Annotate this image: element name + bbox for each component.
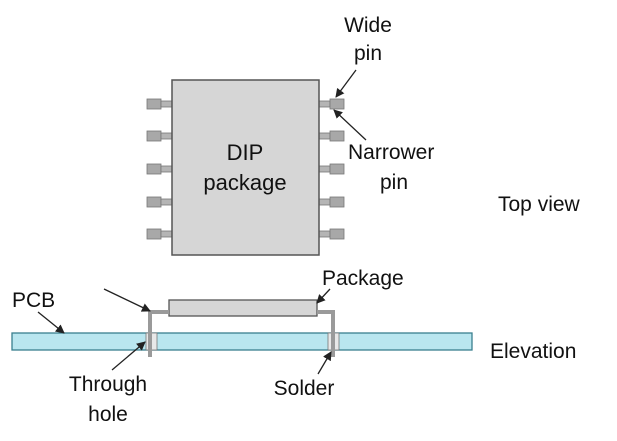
through-hole-label-line1: Through <box>69 373 147 396</box>
pin-left-elevation <box>148 310 169 357</box>
wide-pin-right-3 <box>329 163 345 175</box>
dip-package-body <box>171 79 320 256</box>
pin-bend-arrow <box>103 288 151 312</box>
package-arrow <box>316 288 331 304</box>
solder-label: Solder <box>274 377 335 400</box>
elevation-label: Elevation <box>490 340 576 363</box>
narrow-pin-left-5 <box>160 230 174 238</box>
right-pins <box>317 98 345 240</box>
solder-arrow <box>317 351 332 375</box>
narrow-pin-right-4 <box>317 198 331 206</box>
narrow-pin-left-3 <box>160 165 174 173</box>
package-elevation-body <box>168 299 318 317</box>
narrow-pin-left-2 <box>160 132 174 140</box>
wide-pin-left-1 <box>146 98 162 110</box>
wide-pin-arrow <box>335 69 357 98</box>
package-label: Package <box>322 267 404 290</box>
narrower-pin-label-line2: pin <box>380 171 408 194</box>
wide-pin-right-1 <box>329 98 345 110</box>
top-view-label: Top view <box>498 193 581 216</box>
narrow-pin-right-2 <box>317 132 331 140</box>
wide-pin-right-4 <box>329 196 345 208</box>
narrow-pin-right-1 <box>317 100 331 108</box>
narrow-pin-right-3 <box>317 165 331 173</box>
pcb-label: PCB <box>12 289 55 312</box>
wide-pin-left-2 <box>146 130 162 142</box>
top-view-group: DIP package Wide pin Narrower pin Top vi… <box>146 14 581 256</box>
left-pins <box>146 98 174 240</box>
pin-right-elevation <box>317 310 335 357</box>
wide-pin-label-line2: pin <box>354 42 382 65</box>
through-hole-arrow <box>111 341 146 371</box>
pcb-board <box>11 332 473 351</box>
wide-pin-right-5 <box>329 228 345 240</box>
narrow-pin-left-4 <box>160 198 174 206</box>
narrow-pin-left-1 <box>160 100 174 108</box>
dip-package-label-line1: DIP <box>227 140 264 165</box>
wide-pin-left-3 <box>146 163 162 175</box>
narrow-pin-right-5 <box>317 230 331 238</box>
wide-pin-label-line1: Wide <box>344 14 392 37</box>
pcb-arrow <box>37 311 65 334</box>
wide-pin-right-2 <box>329 130 345 142</box>
through-hole-label-line2: hole <box>88 403 128 426</box>
elevation-group: Package PCB Elevation Through hole Solde… <box>11 267 576 426</box>
wide-pin-left-5 <box>146 228 162 240</box>
dip-package-label-line2: package <box>203 170 286 195</box>
narrower-pin-label-line1: Narrower <box>348 141 434 164</box>
narrower-pin-arrow <box>333 109 367 141</box>
wide-pin-left-4 <box>146 196 162 208</box>
